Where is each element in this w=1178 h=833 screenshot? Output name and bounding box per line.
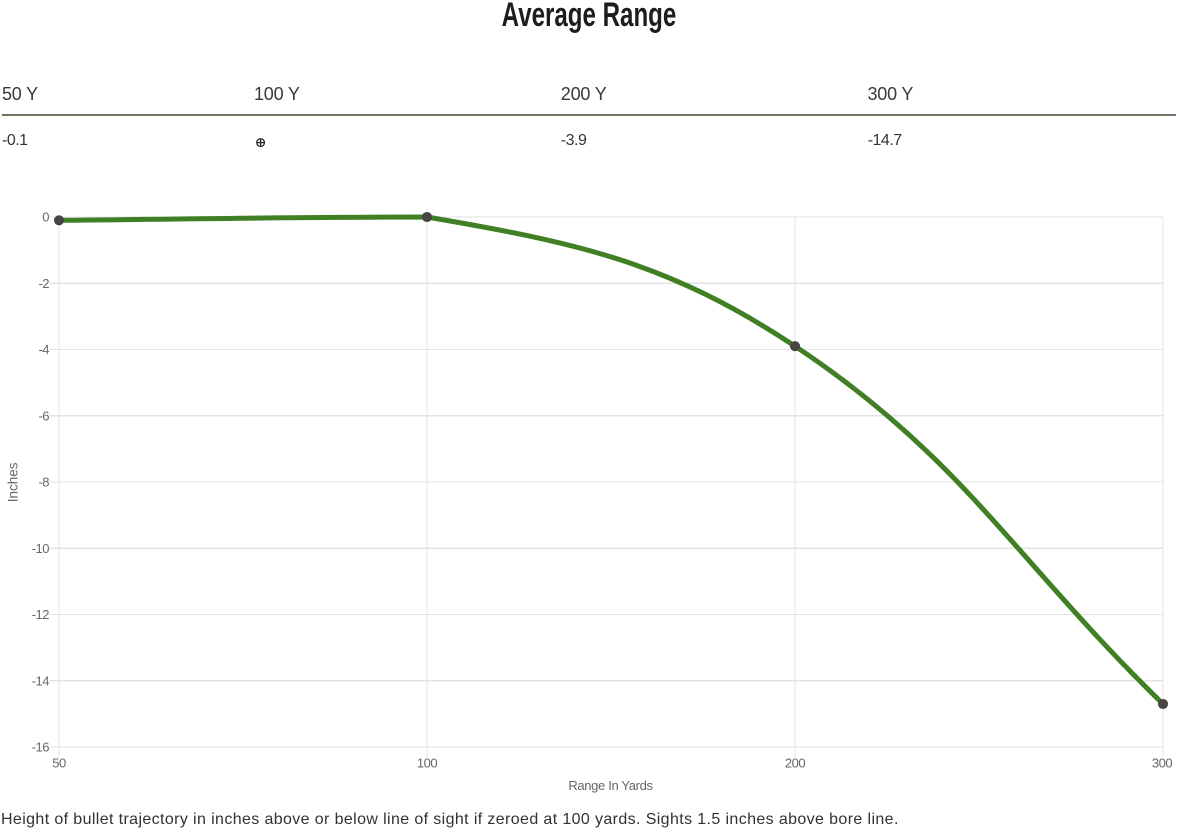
svg-text:-8: -8 <box>38 475 49 490</box>
svg-text:-14: -14 <box>32 673 50 688</box>
svg-text:300: 300 <box>1152 755 1172 770</box>
svg-text:Range In Yards: Range In Yards <box>568 778 653 793</box>
svg-text:-4: -4 <box>38 342 49 357</box>
svg-text:-16: -16 <box>32 740 50 755</box>
svg-text:Inches: Inches <box>5 462 20 502</box>
svg-text:-10: -10 <box>32 541 50 556</box>
svg-text:-6: -6 <box>38 408 49 423</box>
svg-text:0: 0 <box>42 210 49 225</box>
svg-text:50: 50 <box>52 755 66 770</box>
svg-text:-2: -2 <box>38 276 49 291</box>
svg-text:-12: -12 <box>32 607 50 622</box>
svg-text:100: 100 <box>417 755 437 770</box>
svg-text:200: 200 <box>785 755 805 770</box>
